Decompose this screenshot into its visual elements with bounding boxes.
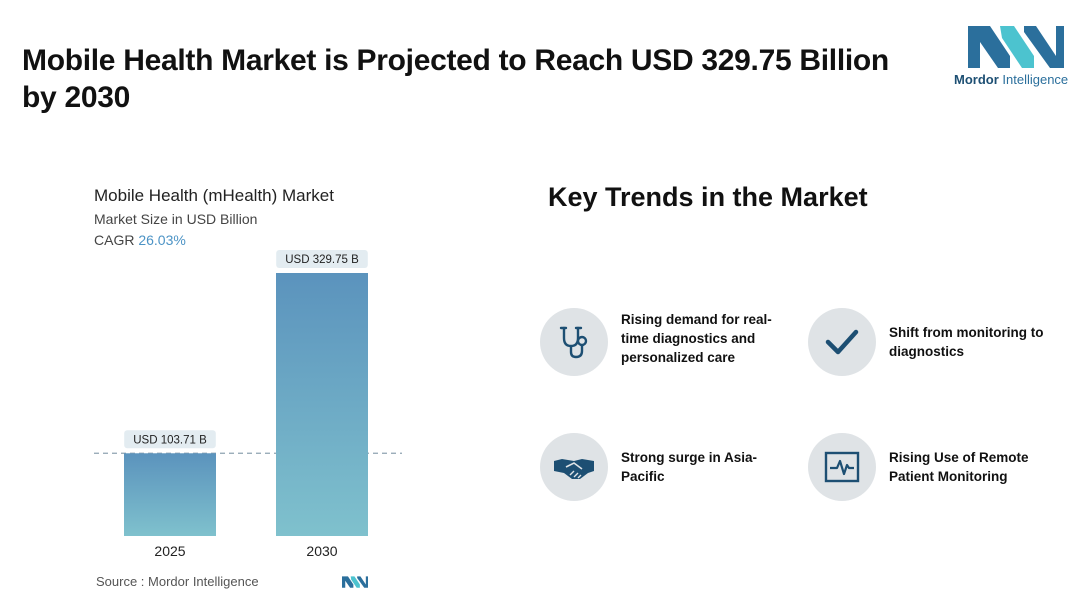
page-title: Mobile Health Market is Projected to Rea… — [22, 44, 889, 114]
trend-item-remote-monitoring: Rising Use of Remote Patient Monitoring — [808, 433, 1068, 503]
chart-cagr: CAGR 26.03% — [94, 232, 186, 248]
trend-icon-circle — [808, 308, 876, 376]
cagr-label: CAGR — [94, 232, 135, 248]
data-label: USD 103.71 B — [133, 434, 207, 446]
trend-label: Strong surge in Asia-Pacific — [621, 450, 758, 484]
bar-2030 — [276, 273, 368, 536]
trend-icon-circle — [808, 433, 876, 501]
data-label-box — [276, 250, 368, 268]
bar-chart: USD 103.71 B 2025 USD 329.75 B 2030 — [94, 250, 402, 559]
logo-mark-icon — [968, 26, 1064, 68]
trend-item-realtime-diagnostics: Rising demand for real-time diagnostics … — [540, 308, 800, 378]
handshake-icon — [554, 459, 594, 479]
chart-subtitle: Market Size in USD Billion — [94, 211, 258, 227]
bar-2025 — [124, 453, 216, 536]
trend-item-monitoring-to-diagnostics: Shift from monitoring to diagnostics — [808, 308, 1068, 378]
market-size-chart: USD 103.71 B 2025 USD 329.75 B 2030 Mobile … — [80, 180, 420, 599]
checkmark-icon — [825, 329, 859, 355]
trend-label: Rising demand for real-time diagnostics … — [621, 312, 772, 365]
x-tick-label: 2025 — [154, 543, 185, 559]
chart-source: Source : Mordor Intelligence — [96, 574, 259, 589]
logo-text: Mordor Intelligence — [954, 72, 1069, 87]
heartbeat-monitor-icon — [824, 451, 860, 483]
trend-icon-circle — [540, 308, 608, 376]
cagr-value: 26.03% — [138, 232, 186, 248]
data-label-box — [124, 430, 216, 449]
chart-title: Mobile Health (mHealth) Market — [94, 186, 334, 205]
trend-label: Rising Use of Remote Patient Monitoring — [889, 450, 1029, 484]
trend-icon-circle — [540, 433, 608, 501]
data-label: USD 329.75 B — [285, 254, 359, 266]
key-trends-title: Key Trends in the Market — [548, 182, 868, 212]
source-logo-icon — [342, 576, 368, 588]
trend-item-asia-pacific: Strong surge in Asia-Pacific — [540, 433, 800, 503]
x-tick-label: 2030 — [306, 543, 337, 559]
stethoscope-icon — [559, 326, 588, 359]
mordor-intelligence-logo: Mordor Intelligence — [954, 22, 1076, 92]
trend-label: Shift from monitoring to diagnostics — [889, 325, 1044, 359]
